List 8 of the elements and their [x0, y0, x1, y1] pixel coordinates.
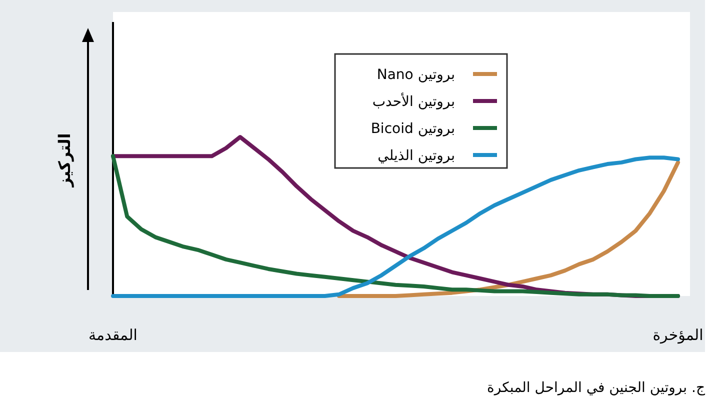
x-tick-label: المقدمة	[88, 326, 138, 344]
legend-label: بروتين الذيلي	[378, 148, 455, 164]
text: ج. بروتين الجنين في المراحل المبكرة	[487, 380, 706, 396]
x-tick-label: المؤخرة	[652, 326, 704, 344]
legend-label: بروتين الأحدب	[372, 92, 455, 110]
y-axis-title: التركيز	[55, 133, 74, 188]
legend-label: بروتين Nano	[376, 67, 455, 83]
legend-label: بروتين Bicoid	[370, 121, 455, 137]
